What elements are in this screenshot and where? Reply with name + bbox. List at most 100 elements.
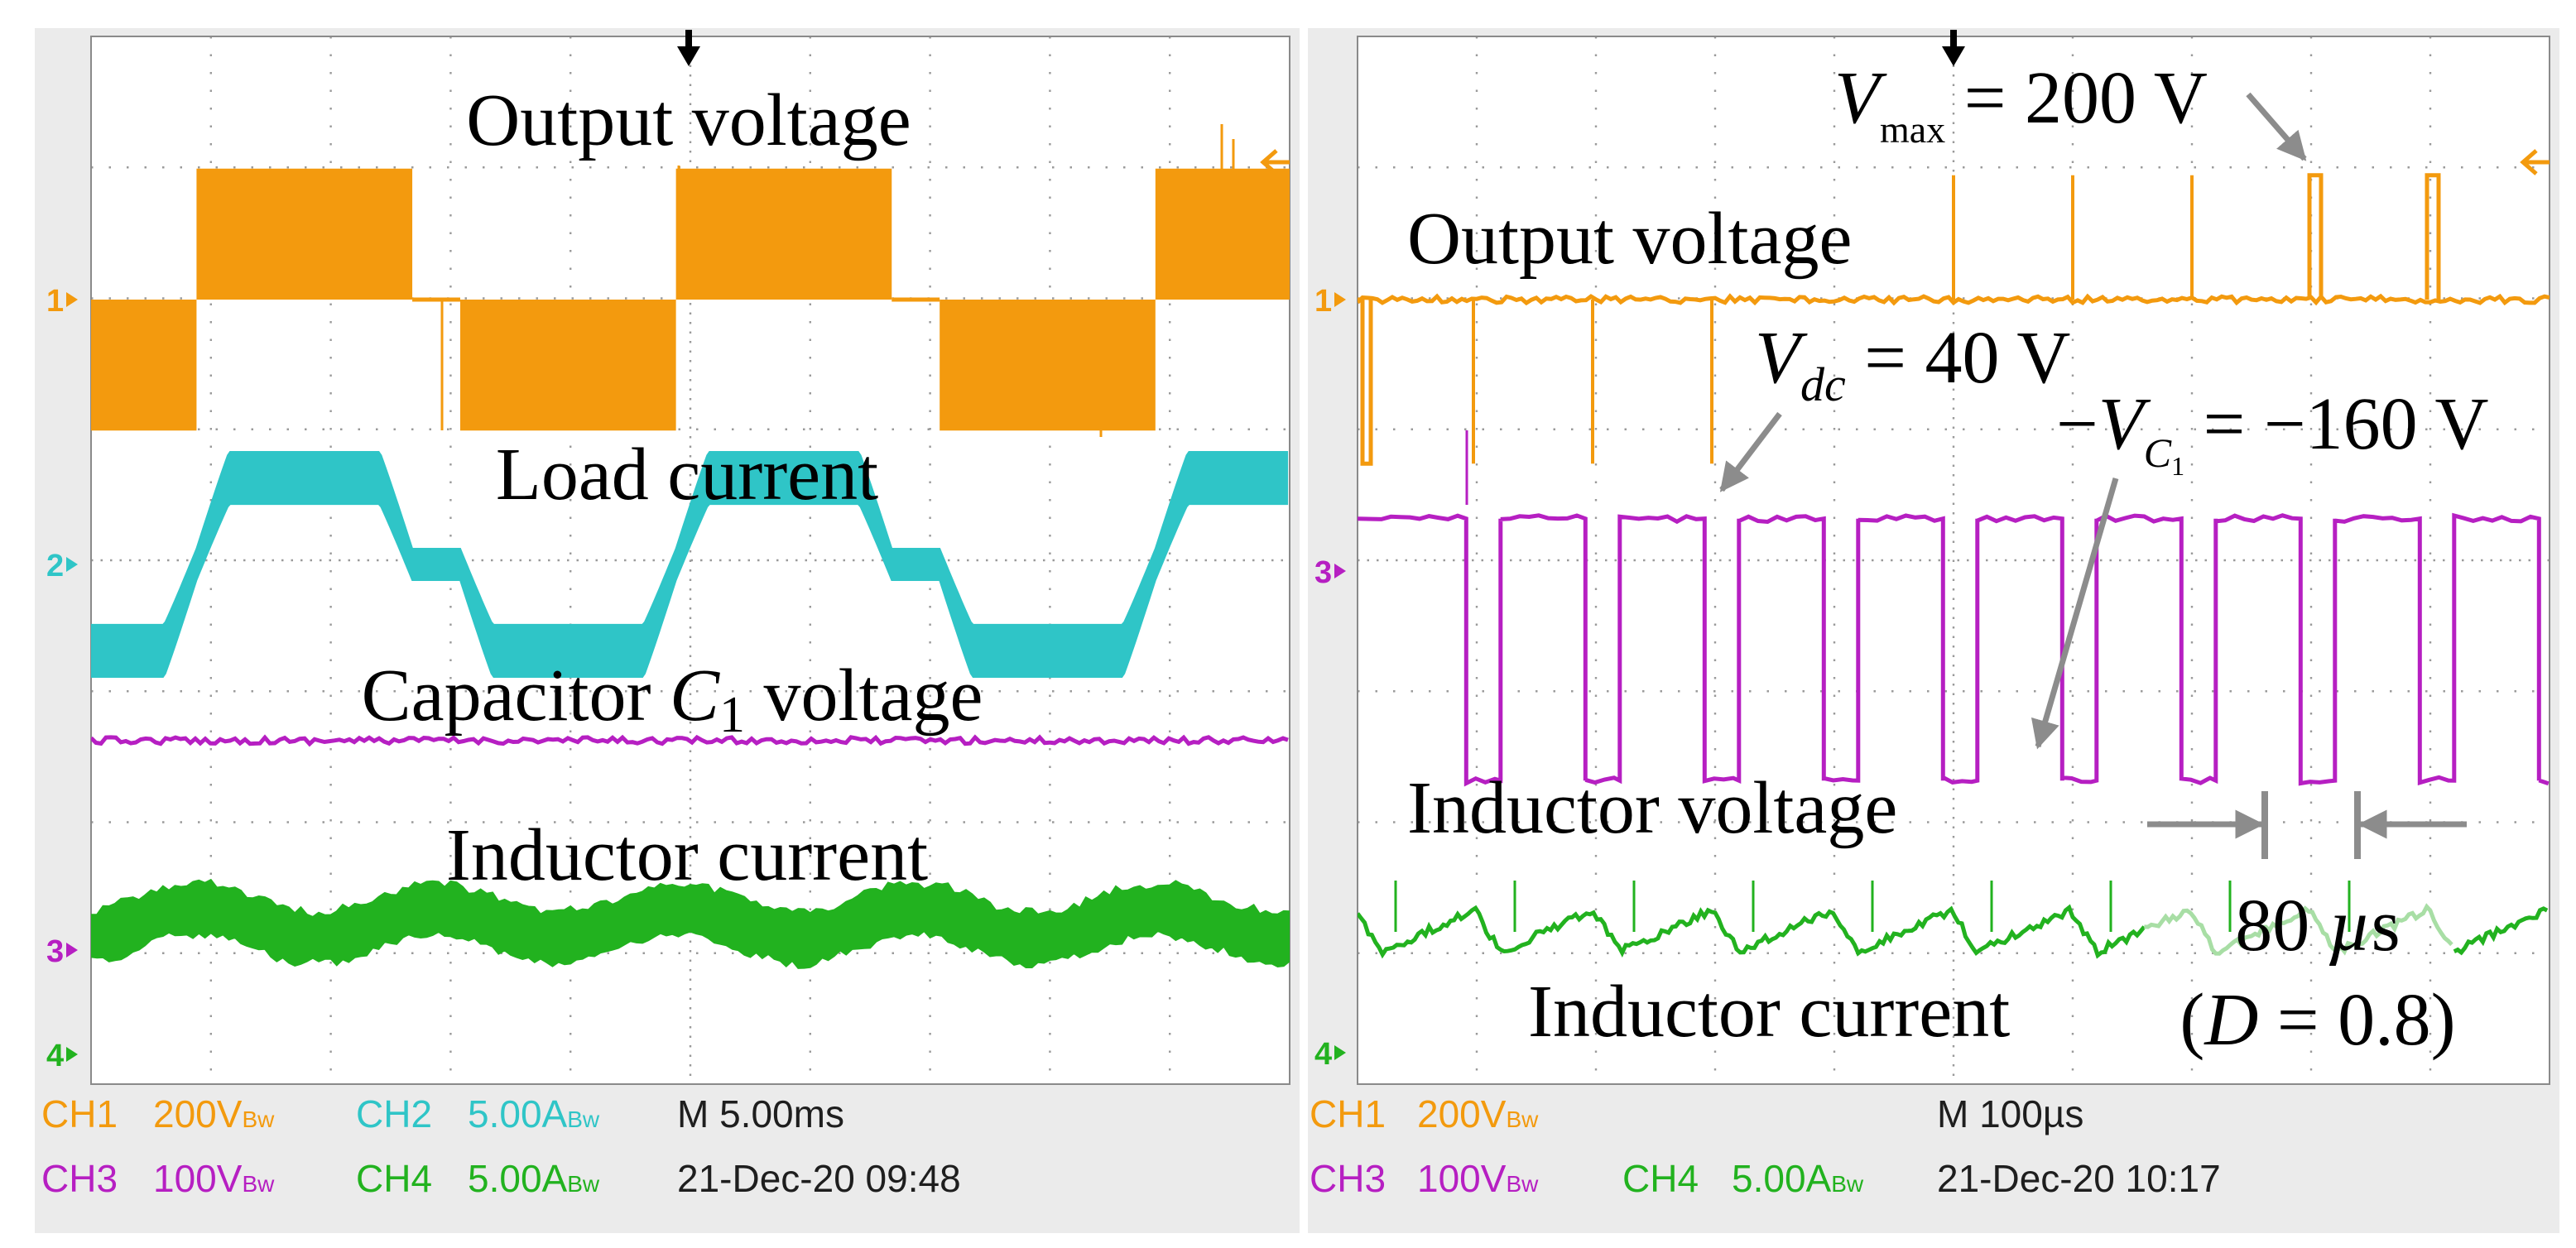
ch1-marker: 1	[1314, 284, 1332, 319]
ch1-square-pulse	[675, 168, 892, 300]
ch3-inductor-voltage-trace	[1358, 512, 2550, 787]
ch3-marker-arrow	[1334, 564, 1346, 578]
ch1-square-pulse	[940, 300, 1156, 431]
ch3-marker-arrow	[66, 943, 78, 958]
label-vc1-sub: C	[2144, 430, 2172, 476]
status-timestamp: 21-Dec-20 09:48	[677, 1157, 961, 1200]
label-vmax: Vmax = 200 V	[1834, 57, 2208, 151]
vmax-arrow	[2246, 92, 2307, 161]
status-ch4-scale: 5.00ABw	[1732, 1157, 1864, 1200]
label-vdc-space	[1846, 317, 1865, 399]
ch1-square-pulse	[196, 168, 413, 300]
label-load-current: Load current	[496, 434, 878, 516]
label-vmax-value: = 200 V	[1964, 57, 2208, 139]
ch1-marker: 1	[46, 284, 64, 319]
label-vc1-var: V	[2098, 383, 2151, 465]
panel-right-status-bar: CH1 200VBw M 100µs CH3 100VBw CH4 5.00AB…	[1310, 1092, 2221, 1200]
label-capacitor-sub: 1	[719, 687, 745, 743]
label-pulse-width-space	[2309, 885, 2328, 967]
ch4-inductor-current-trace	[91, 878, 1290, 969]
status-ch1-scale-value: 200V	[153, 1092, 243, 1135]
trigger-position-icon	[677, 30, 700, 66]
ch2-marker-arrow	[66, 557, 78, 572]
status-timebase: M 5.00ms	[677, 1092, 844, 1135]
panel-left-channel-markers: 1 2 3 4	[46, 284, 78, 1073]
ch4-marker: 4	[1314, 1037, 1332, 1072]
panel-right-traces	[1358, 173, 2550, 959]
status-ch3-bw: Bw	[1506, 1171, 1539, 1197]
status-ch3-label: CH3	[1310, 1157, 1386, 1200]
label-duty-value: = 0.8)	[2258, 979, 2455, 1061]
ch1-square-pulse	[459, 300, 676, 431]
status-ch3-scale-value: 100V	[153, 1157, 243, 1200]
status-ch3-bw: Bw	[242, 1171, 275, 1197]
ch1-negative-pulse	[1358, 297, 1373, 466]
ch4-inductor-current-trace	[1358, 904, 2146, 959]
label-duty-var: D	[2203, 979, 2258, 1061]
ch4-marker-arrow	[1334, 1045, 1346, 1060]
status-ch2-scale: 5.00ABw	[468, 1092, 600, 1135]
status-ch1-scale-value: 200V	[1417, 1092, 1507, 1135]
vc1-arrow	[2031, 478, 2119, 750]
label-vc1-subsub: 1	[2171, 451, 2184, 481]
label-pulse-width-unit: s	[2372, 885, 2401, 967]
status-ch4-label: CH4	[356, 1157, 432, 1200]
trigger-level-icon	[2520, 149, 2550, 175]
status-ch3-scale-value: 100V	[1417, 1157, 1507, 1200]
label-inductor-voltage: Inductor voltage	[1407, 767, 1897, 849]
status-ch4-scale-value: 5.00A	[1732, 1157, 1832, 1200]
status-ch3-scale: 100VBw	[1417, 1157, 1539, 1200]
status-ch1-label: CH1	[41, 1092, 118, 1135]
panel-left-status-bar: CH1 200VBw CH2 5.00ABw M 5.00ms CH3 100V…	[41, 1092, 961, 1200]
label-vc1-space	[2184, 383, 2204, 465]
status-ch1-label: CH1	[1310, 1092, 1386, 1135]
panel-right-channel-markers: 1 3 4	[1314, 284, 1346, 1072]
label-capacitor-suffix: voltage	[763, 655, 983, 737]
label-vmax-sub: max	[1880, 108, 1945, 151]
scope-panel-right: 1 3 4 Vmax = 200 V Output voltage Vdc = 40…	[1308, 28, 2559, 1233]
status-ch4-label: CH4	[1622, 1157, 1699, 1200]
status-timebase: M 100µs	[1937, 1092, 2083, 1135]
scope-panel-left: 1 2 3 4 Output voltage Load current Capacit…	[35, 28, 1300, 1233]
trigger-level-icon	[1260, 149, 1290, 175]
status-ch3-scale: 100VBw	[153, 1157, 275, 1200]
label-vmax-var: V	[1834, 57, 1887, 139]
status-ch1-scale: 200VBw	[153, 1092, 275, 1135]
label-vc1: −VC1 = −160 V	[2056, 383, 2489, 481]
label-inductor-current: Inductor current	[446, 814, 928, 896]
label-vdc: Vdc = 40 V	[1755, 317, 2070, 411]
status-ch4-bw: Bw	[567, 1171, 600, 1197]
label-output-voltage-right: Output voltage	[1407, 198, 1852, 280]
label-capacitor-prefix: Capacitor	[362, 655, 651, 737]
label-output-voltage: Output voltage	[466, 79, 911, 161]
label-inductor-current-right: Inductor current	[1528, 971, 2010, 1053]
status-ch2-label: CH2	[356, 1092, 432, 1135]
ch1-positive-pulse	[2307, 173, 2324, 300]
label-capacitor-space	[745, 655, 764, 737]
ch1-marker-arrow	[1334, 292, 1346, 307]
label-vdc-var: V	[1755, 317, 1808, 399]
label-pulse-width: 80 µs	[2235, 885, 2400, 967]
ch3-marker: 3	[46, 934, 64, 969]
ch2-marker: 2	[46, 549, 64, 583]
ch1-square-pulse	[91, 300, 197, 431]
label-duty-cycle: (D = 0.8)	[2180, 979, 2455, 1061]
trigger-position-icon	[1942, 30, 1965, 66]
label-capacitor-var: C	[670, 655, 720, 737]
panel-left-labels: Output voltage Load current Capacitor C1…	[362, 79, 983, 896]
status-ch1-scale: 200VBw	[1417, 1092, 1539, 1135]
label-duty-open: (	[2180, 979, 2204, 1061]
ch4-inductor-current-faded	[2144, 903, 2453, 956]
label-vc1-value: = −160 V	[2204, 383, 2489, 465]
status-ch2-bw: Bw	[567, 1106, 600, 1132]
label-vc1-minus: −	[2056, 383, 2098, 465]
label-vmax-space	[1945, 57, 1964, 139]
label-pulse-width-mu: µ	[2328, 885, 2372, 967]
ch4-inductor-current-trace	[2453, 906, 2549, 956]
vdc-arrow	[1719, 411, 1782, 492]
ch4-marker: 4	[46, 1039, 64, 1073]
status-timestamp: 21-Dec-20 10:17	[1937, 1157, 2221, 1200]
ch1-output-voltage-baseline	[1358, 293, 2550, 306]
status-ch2-scale-value: 5.00A	[468, 1092, 568, 1135]
